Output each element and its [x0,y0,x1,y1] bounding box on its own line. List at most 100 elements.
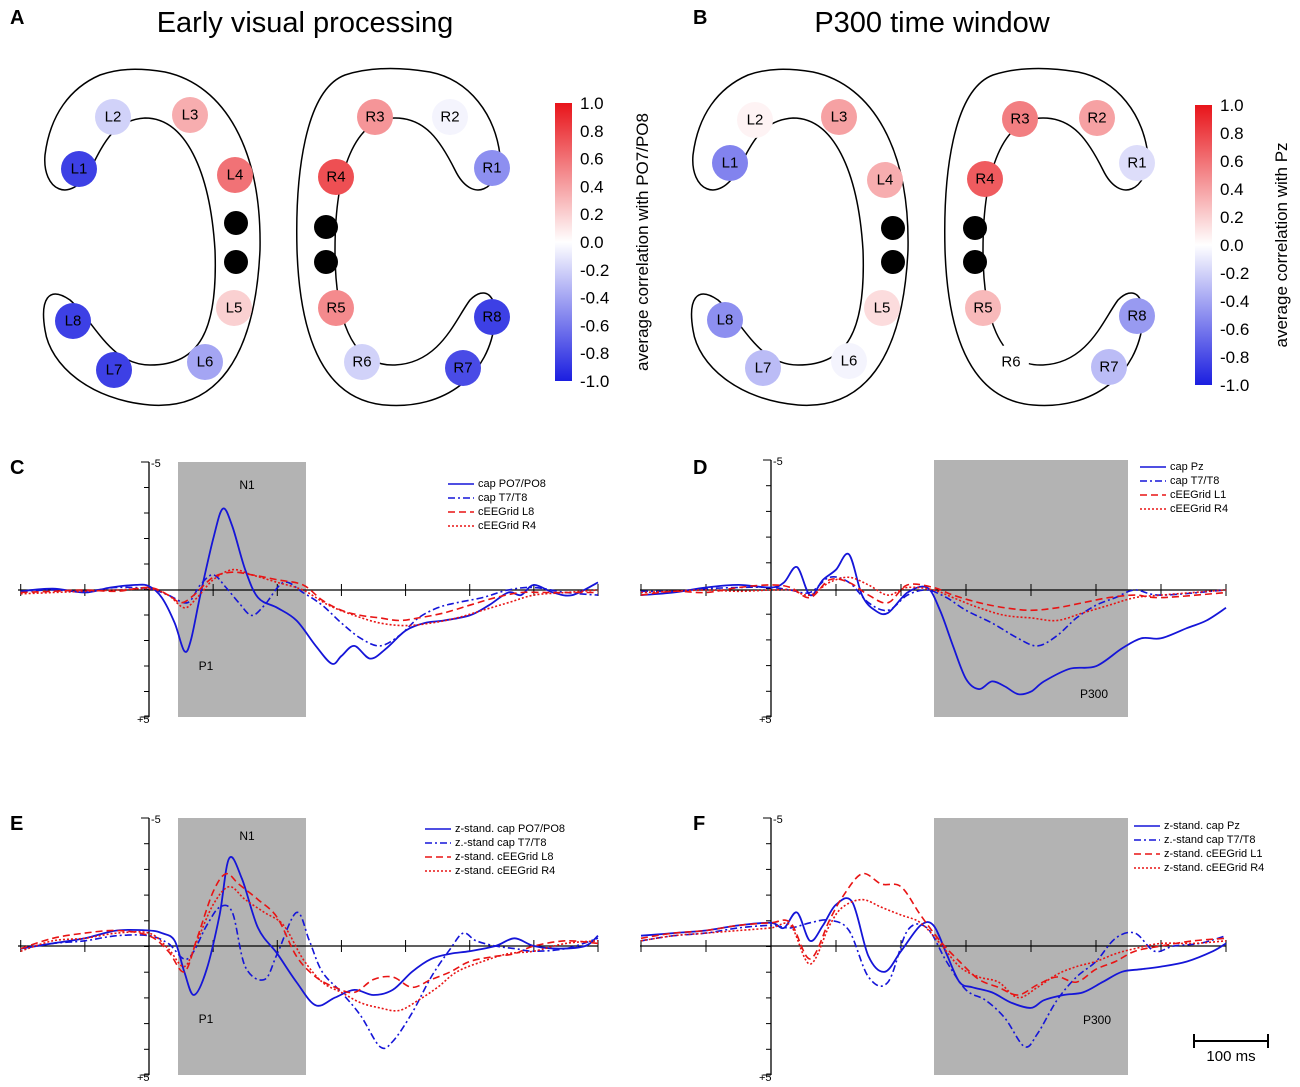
reference-electrode [881,250,905,274]
panel-label-d: D [693,457,707,479]
electrode-label-r5: R5 [973,300,992,317]
legend-entry: z-stand. cEEGrid L1 [1164,848,1262,860]
electrode-l1 [712,145,748,181]
electrode-r2 [432,99,468,135]
electrode-r6 [993,344,1029,380]
electrode-label-r1: R1 [482,160,501,177]
electrode-label-l7: L7 [106,362,123,379]
electrode-label-l4: L4 [227,167,244,184]
electrode-r5 [318,290,354,326]
electrode-label-r2: R2 [440,109,459,126]
electrode-l5 [864,290,900,326]
colorbar-tick: -0.6 [580,316,609,335]
topography-a: L1 L2 L3 L4 L5 L6 L7 L8 R1 R2 R3 R4 R5 R6 R7 R8 [42,67,510,407]
y-axis-top-label: -5 [151,458,161,470]
electrode-r7 [445,350,481,386]
electrode-l4 [217,157,253,193]
colorbar-tick: -0.4 [1220,292,1249,311]
legend-entry: z.-stand cap T7/T8 [1164,834,1256,846]
electrode-label-r8: R8 [1127,308,1146,325]
colorbar-tick: 0.8 [580,122,604,141]
electrode-label-l1: L1 [722,155,739,172]
panel-label-b: B [693,7,707,29]
electrode-label-l7: L7 [755,360,772,377]
electrode-l6 [187,344,223,380]
legend-entry: z-stand. cap Pz [1164,820,1240,832]
legend-entry: z-stand. cap PO7/PO8 [455,823,565,835]
series-line-cap-t7-t8 [20,574,599,647]
electrode-l8 [707,302,743,338]
colorbar-tick: -0.8 [580,344,609,363]
legend-entry: cEEGrid R4 [1170,503,1228,515]
electrode-label-r7: R7 [1099,359,1118,376]
electrode-label-r7: R7 [453,360,472,377]
colorbar-b-title: average correlation with Pz [1272,142,1291,347]
electrode-label-r3: R3 [1010,111,1029,128]
erp-plot-e: -5 +5 z-stand. cap PO7/PO8 z.-stand cap T7/… [18,814,599,1084]
series-line-ceegrid-r4 [20,568,599,627]
electrode-label-l2: L2 [747,112,764,129]
reference-electrode [314,215,338,239]
electrode-r2 [1079,100,1115,136]
reference-electrode [224,211,248,235]
y-axis-bottom-label: +5 [137,1072,150,1084]
electrode-l2 [737,102,773,138]
electrode-label-r6: R6 [1001,354,1020,371]
series-line-z-stand-cap-pz [640,897,1227,1009]
reference-electrode [224,250,248,274]
colorbar-tick: 0.2 [580,205,604,224]
panel-label-c: C [10,457,24,479]
reference-electrode [963,250,987,274]
colorbar-tick: -0.2 [580,261,609,280]
y-axis-top-label: -5 [773,814,783,826]
electrode-r1 [1119,145,1155,181]
colorbar-tick: 0.2 [1220,208,1244,227]
scale-bar: 100 ms [1193,1034,1269,1065]
legend-entry: cEEGrid L1 [1170,489,1226,501]
electrode-l5 [216,290,252,326]
electrode-label-r2: R2 [1087,110,1106,127]
colorbar-b: 1.0 0.8 0.6 0.4 0.2 0.0 -0.2 -0.4 -0.6 -0.8 -1.0 [1195,96,1249,395]
reference-electrode [314,250,338,274]
electrode-label-l1: L1 [71,161,88,178]
electrode-l8 [55,303,91,339]
electrode-l2 [95,99,131,135]
colorbar-a-title: average correlation with PO7/PO8 [633,113,652,371]
legend-entry: cEEGrid R4 [478,520,536,532]
electrode-label-r4: R4 [975,171,994,188]
electrode-label-l6: L6 [197,354,214,371]
colorbar-tick: 1.0 [580,94,604,113]
electrode-r8 [1119,298,1155,334]
electrode-l3 [172,97,208,133]
electrode-r7 [1091,349,1127,385]
series-line-cap-po7-po8 [20,507,599,665]
legend-entry: z-stand. cEEGrid R4 [1164,862,1264,874]
series-line-ceegrid-l8 [20,571,598,622]
colorbar-tick: 0.6 [1220,152,1244,171]
reference-electrode [881,216,905,240]
series-line-ceegrid-r4 [640,576,1227,622]
electrode-label-l8: L8 [717,312,734,329]
colorbar-tick: 0.4 [1220,180,1244,199]
electrode-r8 [474,299,510,335]
electrode-r3 [1002,101,1038,137]
electrode-l4 [867,162,903,198]
electrode-r4 [318,159,354,195]
electrode-l1 [61,151,97,187]
electrode-label-r5: R5 [326,300,345,317]
colorbar-a: 1.0 0.8 0.6 0.4 0.2 0.0 -0.2 -0.4 -0.6 -0.8 -1.0 [555,94,609,391]
colorbar-a-gradient [555,103,572,381]
scale-bar-label: 100 ms [1206,1048,1255,1065]
electrode-label-r8: R8 [482,309,501,326]
series-line-z-stand-ceegrid-l8 [20,872,599,994]
legend-entry: cap T7/T8 [1170,475,1219,487]
colorbar-tick: -0.8 [1220,348,1249,367]
electrode-r3 [357,99,393,135]
series-line-z-stand-ceegrid-r4 [640,898,1227,999]
erp-plot-c: -5 +5 cap PO7/PO8 cap T7/T8 cEEGrid L8 cEEGri… [18,458,599,726]
legend-entry: cap PO7/PO8 [478,478,546,490]
electrode-label-l5: L5 [226,300,243,317]
electrode-label-l5: L5 [874,300,891,317]
electrode-r1 [474,150,510,186]
colorbar-tick: 1.0 [1220,96,1244,115]
